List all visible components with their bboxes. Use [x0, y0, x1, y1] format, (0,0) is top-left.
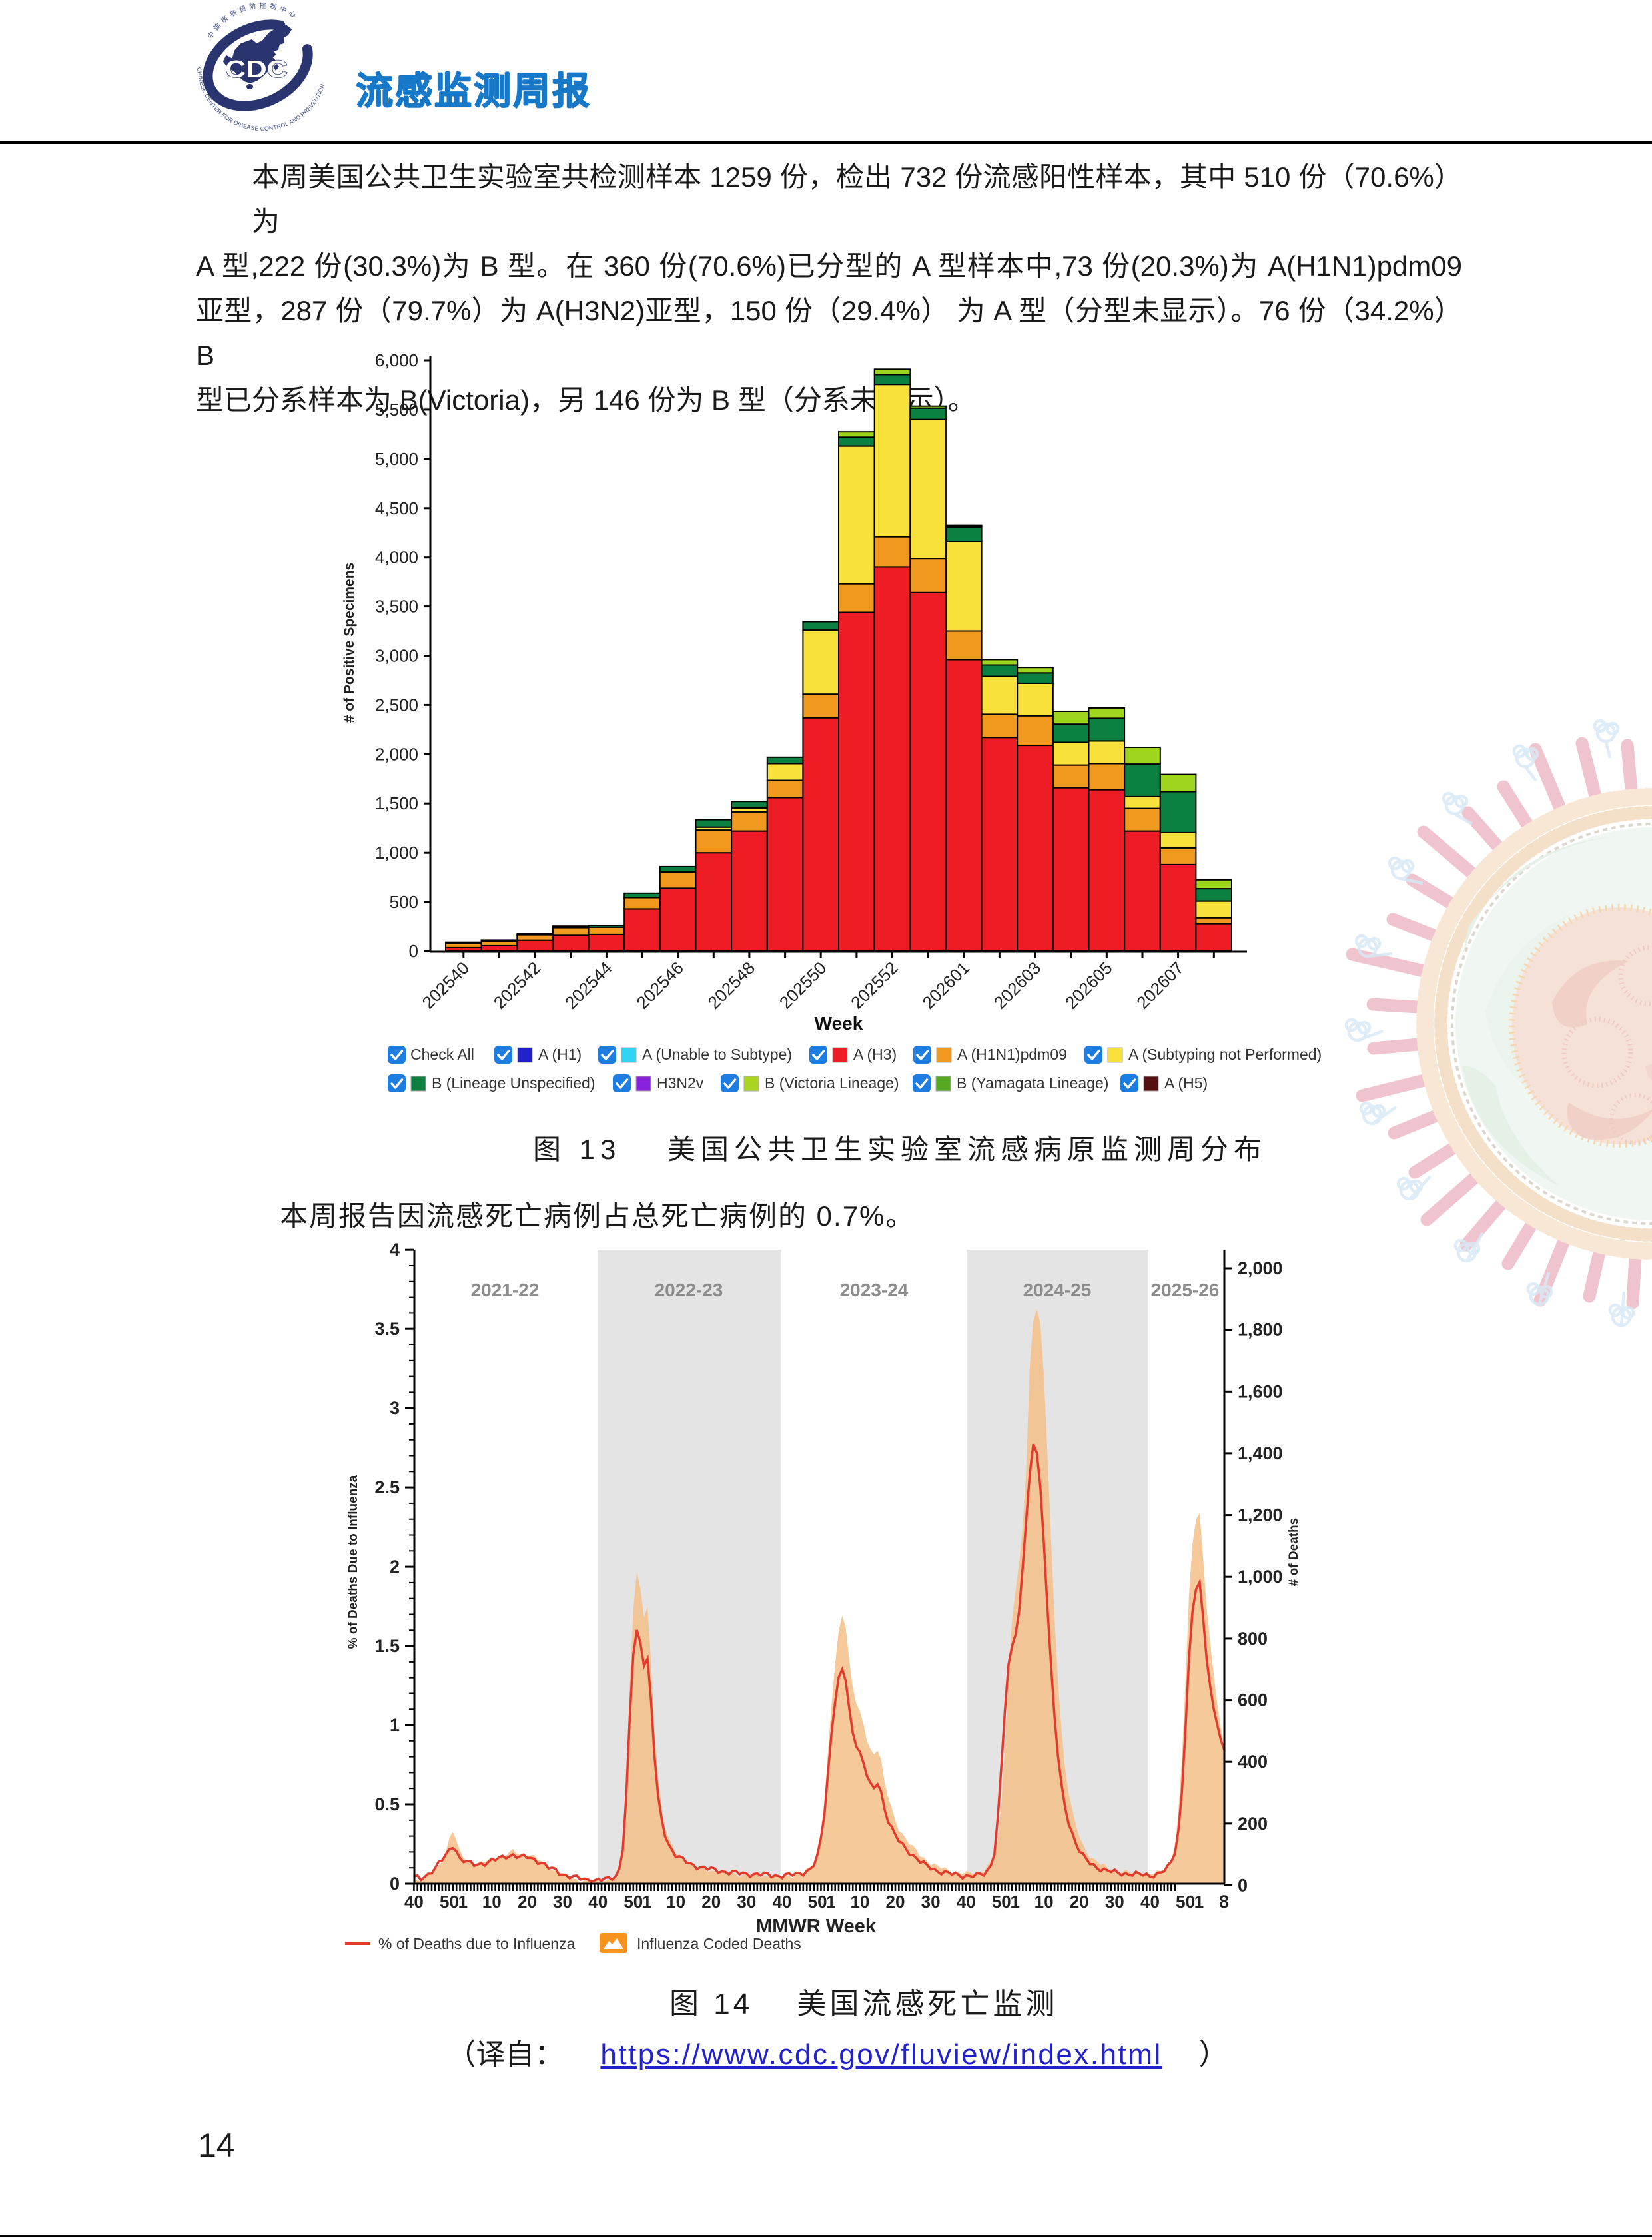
svg-text:10: 10 [482, 1892, 502, 1912]
svg-text:2,000: 2,000 [1238, 1258, 1283, 1278]
svg-text:3: 3 [390, 1398, 400, 1418]
svg-text:50: 50 [440, 1892, 459, 1912]
svg-text:50: 50 [808, 1892, 827, 1912]
svg-text:Week: Week [815, 1013, 863, 1034]
svg-text:1,500: 1,500 [375, 793, 418, 813]
svg-text:# of Deaths: # of Deaths [1287, 1518, 1301, 1586]
svg-text:A (H1N1)pdm09: A (H1N1)pdm09 [957, 1046, 1067, 1063]
svg-text:Influenza Coded Deaths: Influenza Coded Deaths [637, 1935, 801, 1952]
svg-text:1: 1 [1010, 1892, 1019, 1912]
svg-text:1,600: 1,600 [1238, 1381, 1283, 1401]
svg-text:1,000: 1,000 [375, 843, 418, 863]
svg-text:0.5: 0.5 [374, 1794, 400, 1814]
svg-text:202546: 202546 [632, 958, 687, 1013]
svg-text:2024-25: 2024-25 [1023, 1280, 1092, 1300]
svg-text:1: 1 [642, 1892, 651, 1912]
svg-text:30: 30 [737, 1892, 756, 1912]
svg-text:5,000: 5,000 [375, 449, 418, 469]
svg-text:Check All: Check All [410, 1046, 474, 1063]
svg-text:4,500: 4,500 [375, 498, 418, 518]
svg-text:B (Yamagata Lineage): B (Yamagata Lineage) [957, 1074, 1108, 1092]
svg-text:1: 1 [826, 1892, 835, 1912]
svg-text:30: 30 [1105, 1892, 1124, 1912]
svg-text:1: 1 [1194, 1892, 1204, 1912]
svg-text:202540: 202540 [418, 958, 473, 1013]
svg-text:40: 40 [1140, 1892, 1160, 1912]
svg-text:B (Victoria Lineage): B (Victoria Lineage) [765, 1074, 899, 1092]
svg-text:20: 20 [518, 1892, 537, 1912]
svg-text:10: 10 [850, 1892, 869, 1912]
svg-text:3,500: 3,500 [375, 597, 418, 617]
svg-text:% of Deaths Due to Influenza: % of Deaths Due to Influenza [346, 1475, 360, 1649]
svg-text:MMWR Week: MMWR Week [756, 1916, 877, 1937]
svg-text:202607: 202607 [1132, 958, 1188, 1013]
svg-text:A (H1): A (H1) [538, 1046, 582, 1063]
svg-text:202552: 202552 [847, 958, 902, 1013]
svg-text:500: 500 [390, 892, 418, 912]
svg-text:B (Lineage Unspecified): B (Lineage Unspecified) [432, 1074, 595, 1092]
svg-text:3,000: 3,000 [375, 646, 418, 666]
svg-text:400: 400 [1238, 1752, 1268, 1772]
svg-text:40: 40 [588, 1892, 608, 1912]
svg-text:A (H3): A (H3) [853, 1046, 897, 1063]
svg-text:202601: 202601 [918, 958, 973, 1013]
svg-text:202550: 202550 [775, 958, 831, 1013]
svg-text:2021-22: 2021-22 [471, 1280, 540, 1300]
svg-text:1,000: 1,000 [1238, 1567, 1283, 1587]
svg-text:20: 20 [1070, 1892, 1089, 1912]
svg-text:1,200: 1,200 [1238, 1505, 1283, 1525]
svg-text:20: 20 [886, 1892, 905, 1912]
svg-text:800: 800 [1238, 1629, 1268, 1649]
svg-text:50: 50 [992, 1892, 1011, 1912]
svg-text:1,400: 1,400 [1238, 1443, 1283, 1463]
svg-text:3.5: 3.5 [374, 1319, 400, 1339]
svg-text:40: 40 [957, 1892, 976, 1912]
svg-text:30: 30 [921, 1892, 941, 1912]
svg-text:200: 200 [1238, 1814, 1268, 1834]
svg-text:202548: 202548 [704, 958, 759, 1013]
svg-text:202605: 202605 [1061, 958, 1116, 1013]
svg-text:0: 0 [409, 941, 418, 961]
svg-text:A (Unable to Subtype): A (Unable to Subtype) [642, 1046, 792, 1063]
svg-text:1: 1 [458, 1892, 468, 1912]
svg-text:A (H5): A (H5) [1164, 1074, 1208, 1092]
svg-text:4: 4 [390, 1240, 400, 1260]
svg-text:# of Positive Specimens: # of Positive Specimens [342, 563, 357, 723]
svg-text:CDC: CDC [225, 55, 288, 83]
svg-text:2: 2 [390, 1557, 400, 1577]
svg-text:5,500: 5,500 [375, 400, 418, 420]
svg-text:4,000: 4,000 [375, 548, 418, 567]
svg-text:2022-23: 2022-23 [655, 1280, 723, 1300]
svg-text:202542: 202542 [490, 958, 545, 1013]
svg-text:H3N2v: H3N2v [657, 1074, 704, 1092]
svg-text:2025-26: 2025-26 [1151, 1280, 1220, 1300]
svg-text:10: 10 [666, 1892, 685, 1912]
svg-text:1.5: 1.5 [374, 1636, 400, 1656]
svg-text:0: 0 [1238, 1876, 1248, 1896]
svg-text:50: 50 [1176, 1892, 1195, 1912]
svg-text:202603: 202603 [990, 958, 1045, 1013]
svg-text:2,000: 2,000 [375, 744, 418, 764]
svg-text:40: 40 [404, 1892, 424, 1912]
svg-text:1,800: 1,800 [1238, 1320, 1283, 1340]
svg-text:8: 8 [1219, 1892, 1229, 1912]
svg-text:30: 30 [553, 1892, 572, 1912]
svg-text:6,000: 6,000 [375, 350, 418, 370]
svg-text:10: 10 [1034, 1892, 1054, 1912]
svg-text:0: 0 [390, 1874, 400, 1894]
svg-text:600: 600 [1238, 1690, 1268, 1710]
svg-text:2023-24: 2023-24 [840, 1280, 909, 1300]
svg-text:202544: 202544 [561, 958, 616, 1013]
svg-text:1: 1 [390, 1715, 400, 1735]
svg-text:% of Deaths due to Influenza: % of Deaths due to Influenza [378, 1935, 576, 1952]
svg-text:20: 20 [701, 1892, 721, 1912]
svg-text:40: 40 [773, 1892, 792, 1912]
svg-text:2.5: 2.5 [374, 1477, 400, 1497]
svg-text:2,500: 2,500 [375, 695, 418, 715]
svg-text:A (Subtyping not Performed): A (Subtyping not Performed) [1128, 1046, 1322, 1063]
svg-text:50: 50 [623, 1892, 643, 1912]
